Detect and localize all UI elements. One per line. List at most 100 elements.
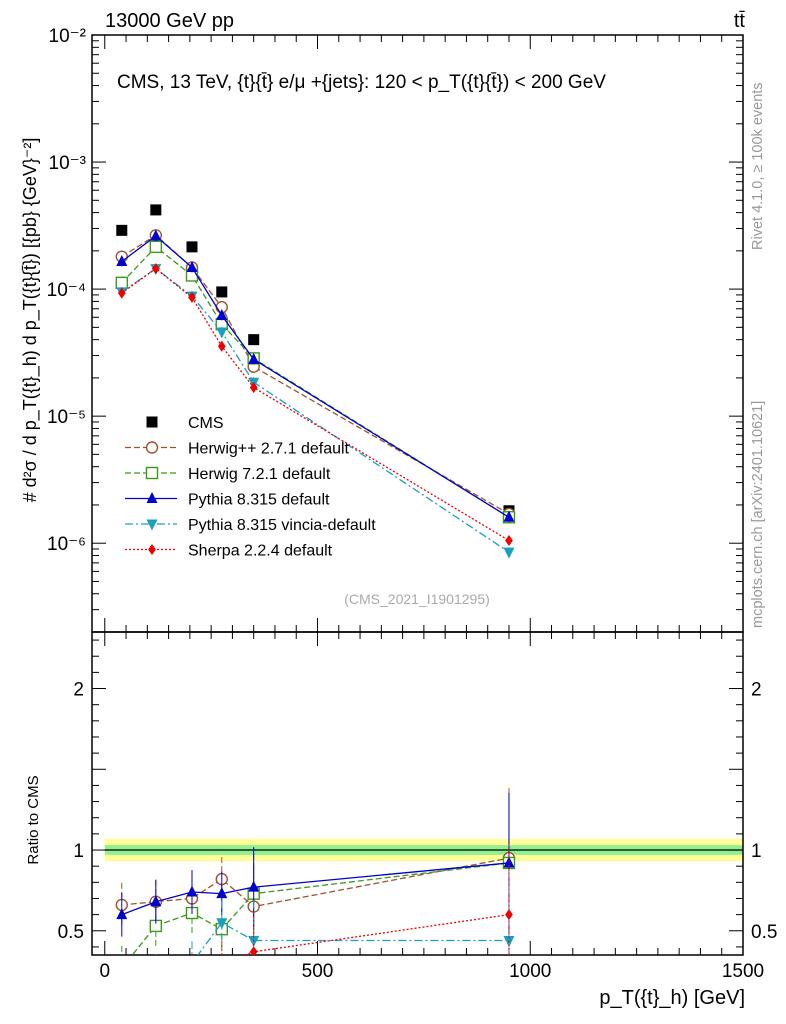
ratio-point-sherpa — [152, 977, 160, 988]
point-sherpa — [151, 263, 160, 275]
ratio-y-tick-label-right: 1 — [751, 841, 762, 862]
point-herwig7 — [149, 240, 163, 254]
ratio-point-pythia — [186, 885, 198, 897]
legend-marker-vincia — [146, 519, 158, 531]
ratio-point-sherpa — [218, 958, 226, 969]
point-cms — [186, 241, 198, 253]
ratio-y-tick-label-left: 1 — [73, 841, 84, 862]
legend-label-vincia: Pythia 8.315 vincia-default — [188, 517, 376, 534]
ratio-x-tick-label: 1500 — [722, 961, 764, 982]
series-line-vincia — [121, 267, 510, 553]
ratio-x-tick-label: 0 — [99, 961, 110, 982]
main-y-tick-label: 10⁻⁵ — [47, 407, 86, 428]
series-line-herwigpp — [121, 234, 510, 515]
ratio-y-tick-label-left: 0.5 — [58, 922, 84, 943]
series-line-sherpa — [121, 267, 510, 542]
point-herwig7 — [115, 276, 128, 290]
ratio-line-herwig7 — [131, 862, 510, 955]
legend-label-herwigpp: Herwig++ 2.7.1 default — [188, 441, 350, 458]
ratio-y-tick-label-right: 2 — [751, 680, 762, 701]
x-axis-label: p_T({t}_h) [GeV] — [599, 987, 745, 1009]
main-panel-series — [115, 204, 516, 559]
main-y-tick-label: 10⁻⁶ — [47, 534, 86, 555]
ratio-x-tick-label: 1000 — [509, 961, 551, 982]
series-vincia — [116, 263, 515, 559]
ratio-y-tick-label-left: 2 — [73, 680, 84, 701]
ratio-line-sherpa — [242, 913, 510, 955]
analysis-label: (CMS_2021_I1901295) — [344, 591, 490, 607]
legend-marker-herwig7 — [145, 466, 159, 480]
point-pythia — [150, 229, 162, 241]
point-sherpa — [249, 382, 258, 394]
ratio-series-sherpa — [118, 844, 513, 993]
legend-label-cms: CMS — [188, 415, 224, 432]
ratio-series-pythia — [116, 792, 515, 937]
ratio-point-pythia — [150, 895, 162, 907]
header-left: 13000 GeV pp — [105, 10, 234, 32]
ratio-point-sherpa — [505, 909, 513, 921]
legend-entry-herwig7: Herwig 7.2.1 default — [125, 466, 331, 483]
point-pythia — [116, 254, 128, 266]
ratio-point-vincia — [116, 975, 127, 986]
ratio-panel-series — [115, 788, 516, 993]
ratio-x-tick-label: 500 — [302, 961, 334, 982]
main-y-tick-label: 10⁻⁴ — [47, 280, 86, 301]
ratio-point-vincia — [216, 918, 228, 930]
ratio-point-herwig7 — [116, 962, 127, 973]
ratio-series-vincia — [116, 870, 515, 986]
point-sherpa — [505, 535, 513, 547]
legend-entry-cms: CMS — [146, 415, 224, 432]
legend-marker-cms — [146, 416, 158, 428]
legend-marker-sherpa — [148, 544, 156, 555]
point-cms — [248, 334, 260, 346]
ratio-point-sherpa — [118, 982, 126, 993]
ratio-y-tick-label-right: 0.5 — [751, 922, 777, 943]
ratio-frame — [91, 631, 744, 956]
legend-label-herwig7: Herwig 7.2.1 default — [188, 466, 331, 483]
ratio-point-pythia — [248, 880, 260, 892]
legend-label-pythia: Pythia 8.315 default — [188, 492, 330, 509]
legend-entry-sherpa: Sherpa 2.2.4 default — [125, 543, 333, 560]
point-sherpa — [217, 340, 226, 352]
rivet-label: Rivet 4.1.0, ≥ 100k events — [750, 82, 766, 250]
header-right: tt̄ — [734, 10, 746, 32]
axes: 10⁻⁶ 10⁻⁵ 10⁻⁴ 10⁻³ 10⁻² 0 500 1000 1500 0.5 0.5 1 1… — [47, 26, 778, 982]
point-vincia — [216, 327, 228, 339]
legend-marker-herwigpp — [145, 441, 159, 454]
point-pythia — [186, 260, 198, 272]
ratio-line-herwigpp — [121, 857, 510, 908]
point-cms — [216, 286, 228, 298]
legend-entry-herwigpp: Herwig++ 2.7.1 default — [125, 441, 350, 458]
plot-title: CMS, 13 TeV, {t}{t̄} e/μ +{jets}: 120 < … — [117, 72, 606, 93]
ratio-point-sherpa — [188, 970, 196, 981]
point-cms — [150, 204, 162, 216]
legend-entry-vincia: Pythia 8.315 vincia-default — [125, 517, 376, 534]
main-y-tick-label: 10⁻² — [49, 26, 87, 47]
point-pythia — [503, 510, 515, 522]
legend-entry-pythia: Pythia 8.315 default — [125, 492, 330, 509]
main-y-tick-label: 10⁻³ — [49, 153, 87, 174]
main-ylabel: # d²σ / d p_T({t}_h) d p_T({t}{t̄}) [{pb… — [20, 138, 41, 503]
ratio-point-pythia — [216, 887, 228, 899]
point-cms — [116, 224, 128, 236]
legend: CMS Herwig++ 2.7.1 default Herwig 7.2.1 de… — [125, 415, 376, 560]
point-sherpa — [188, 291, 196, 303]
ratio-ylabel: Ratio to CMS — [25, 775, 42, 864]
mcplots-label: mcplots.cern.ch [arXiv:2401.10621] — [750, 401, 766, 628]
series-sherpa — [117, 263, 513, 547]
ratio-point-sherpa — [249, 946, 258, 955]
ratio-point-vincia — [150, 971, 161, 982]
ratio-point-vincia — [186, 959, 197, 970]
legend-label-sherpa: Sherpa 2.2.4 default — [188, 543, 333, 560]
ratio-uncertainty-band — [104, 838, 743, 862]
point-pythia — [216, 308, 228, 320]
ratio-point-pythia — [116, 908, 128, 920]
ratio-line-pythia — [121, 862, 510, 916]
series-pythia — [116, 229, 515, 523]
ratio-line-vincia — [197, 921, 509, 955]
point-sherpa — [117, 287, 126, 299]
legend-marker-pythia — [146, 492, 158, 503]
point-pythia — [248, 352, 260, 364]
series-line-pythia — [121, 235, 510, 518]
